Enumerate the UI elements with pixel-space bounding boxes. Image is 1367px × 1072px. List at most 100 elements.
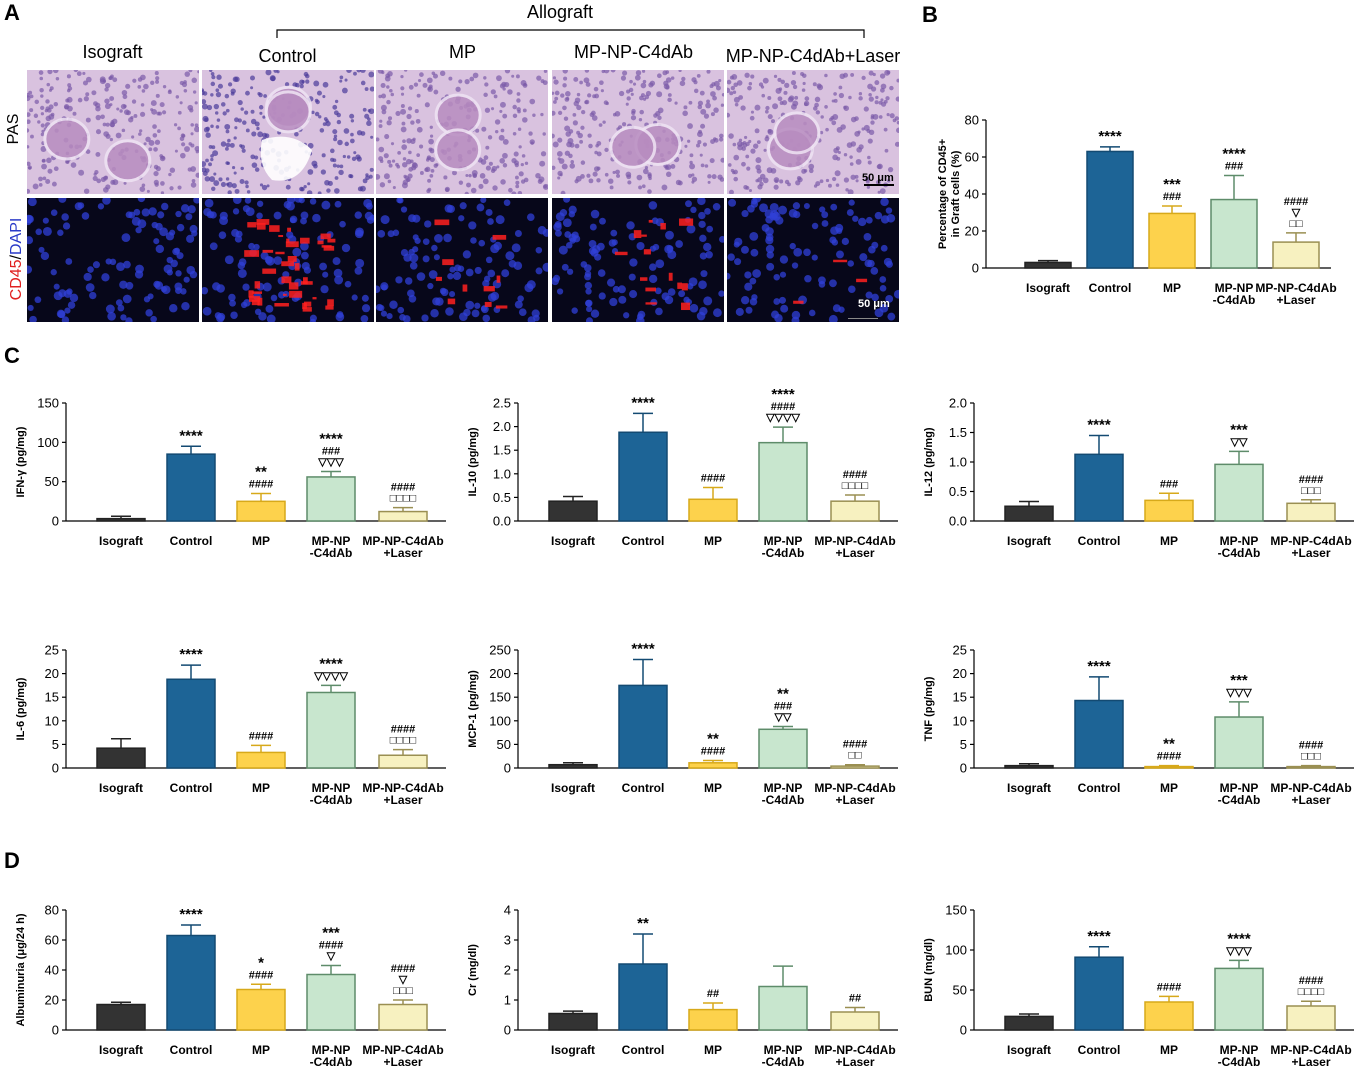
bar-mp-np-c4dab bbox=[1214, 463, 1264, 522]
y-tick-label: 100 bbox=[489, 713, 511, 728]
x-tick-label: MP-NP bbox=[764, 534, 803, 548]
x-tick-label: MP-NP bbox=[764, 781, 803, 795]
x-tick-label: +Laser bbox=[1276, 293, 1315, 307]
bar-isograft bbox=[1004, 764, 1054, 769]
significance-label: #### bbox=[843, 469, 867, 481]
pas-image-isograft bbox=[27, 70, 199, 194]
significance-label: **** bbox=[1098, 128, 1122, 145]
x-tick-label: MP bbox=[704, 781, 722, 795]
bar-mp-np-c4dab-laser bbox=[830, 1011, 880, 1031]
bar-control bbox=[618, 431, 668, 522]
bar-isograft bbox=[96, 1003, 146, 1031]
y-tick-label: 0 bbox=[52, 761, 59, 776]
significance-label: ** bbox=[637, 915, 649, 932]
x-tick-label: Control bbox=[1078, 781, 1121, 795]
significance-label: #### bbox=[843, 739, 867, 751]
y-tick-label: 20 bbox=[45, 993, 59, 1008]
y-tick-label: 80 bbox=[45, 903, 59, 918]
x-tick-label: +Laser bbox=[383, 793, 422, 807]
scale-bar-cd45: 50 μm bbox=[848, 298, 890, 319]
x-tick-label: Isograft bbox=[99, 1043, 143, 1057]
x-tick-label: Isograft bbox=[1007, 534, 1051, 548]
bar-isograft bbox=[1004, 505, 1054, 522]
x-tick-label: MP-NP-C4dAb bbox=[814, 534, 895, 548]
y-tick-label: 1.0 bbox=[949, 455, 967, 470]
significance-label: ▽▽▽ bbox=[317, 456, 344, 468]
bar-control bbox=[1074, 699, 1124, 769]
chart-il10: 0.0 0.5 1.0 1.5 2.0 2.5 IL-10 (pg/mg) Isograft *… bbox=[467, 386, 898, 560]
x-tick-label: MP-NP bbox=[312, 534, 351, 548]
x-tick-label: MP-NP-C4dAb bbox=[362, 781, 443, 795]
significance-label: **** bbox=[1222, 146, 1246, 163]
cd45-image-isograft bbox=[27, 198, 199, 322]
x-tick-label: MP bbox=[1163, 281, 1181, 295]
x-tick-label: -C4dAb bbox=[762, 546, 805, 560]
col-title-isograft: Isograft bbox=[82, 42, 143, 62]
significance-label: #### bbox=[1299, 975, 1323, 987]
significance-label: #### bbox=[249, 969, 273, 981]
significance-label: #### bbox=[319, 940, 343, 952]
x-tick-label: +Laser bbox=[1291, 793, 1330, 807]
y-tick-label: 0.0 bbox=[493, 514, 511, 529]
bar-mp-np-c4dab-laser bbox=[1286, 502, 1336, 522]
x-tick-label: -C4dAb bbox=[310, 546, 353, 560]
significance-label: ▽▽ bbox=[774, 711, 792, 723]
x-tick-label: -C4dAb bbox=[1213, 293, 1256, 307]
x-tick-label: +Laser bbox=[383, 546, 422, 560]
scale-bar-cd45-label: 50 μm bbox=[858, 298, 890, 310]
bar-control bbox=[1086, 150, 1134, 269]
significance-label: #### bbox=[249, 478, 273, 490]
x-tick-label: MP bbox=[1160, 1043, 1178, 1057]
significance-label: ### bbox=[1163, 191, 1181, 203]
significance-label: ▽▽▽▽ bbox=[313, 670, 348, 682]
y-tick-label: 20 bbox=[953, 666, 967, 681]
significance-label: #### bbox=[771, 401, 795, 413]
chart-ifn: 0 50 100 150 IFN-γ (pg/mg) Isograft **** Contro… bbox=[15, 396, 446, 560]
significance-label: **** bbox=[319, 430, 343, 447]
x-tick-label: MP bbox=[1160, 534, 1178, 548]
y-axis-label: TNF (pg/mg) bbox=[923, 676, 935, 741]
x-tick-label: +Laser bbox=[835, 1055, 874, 1069]
chart-bun: 0 50 100 150 BUN (mg/dl) Isograft **** Control #… bbox=[923, 903, 1354, 1069]
bar-mp-np-c4dab bbox=[306, 973, 356, 1031]
bar-mp-np-c4dab-laser bbox=[378, 754, 428, 769]
x-tick-label: MP-NP bbox=[1215, 281, 1254, 295]
y-tick-label: 0.0 bbox=[949, 514, 967, 529]
significance-label: □□□ bbox=[393, 985, 413, 997]
x-tick-label: Control bbox=[1078, 1043, 1121, 1057]
significance-label: *** bbox=[1230, 672, 1248, 689]
y-axis-label: Percentage of CD45+ bbox=[937, 139, 949, 249]
y-axis-label: BUN (mg/dl) bbox=[923, 938, 935, 1002]
bar-mp bbox=[236, 751, 286, 769]
bar-isograft bbox=[1024, 261, 1072, 269]
bar-mp-np-c4dab bbox=[306, 691, 356, 769]
y-tick-label: 10 bbox=[45, 713, 59, 728]
x-tick-label: Control bbox=[1089, 281, 1132, 295]
bar-mp-np-c4dab-laser bbox=[830, 765, 880, 769]
x-tick-label: MP-NP bbox=[1220, 781, 1259, 795]
bar-mp-np-c4dab bbox=[306, 476, 356, 522]
bar-control bbox=[1074, 453, 1124, 522]
bar-control bbox=[166, 678, 216, 769]
y-tick-label: 2.0 bbox=[493, 419, 511, 434]
significance-label: ** bbox=[707, 730, 719, 747]
y-tick-label: 15 bbox=[953, 690, 967, 705]
y-tick-label: 250 bbox=[489, 643, 511, 658]
significance-label: ** bbox=[1163, 736, 1175, 753]
y-tick-label: 40 bbox=[965, 187, 979, 202]
significance-label: ### bbox=[1225, 161, 1243, 173]
significance-label: □□□□ bbox=[390, 735, 417, 747]
y-tick-label: 5 bbox=[960, 737, 967, 752]
panel-letter-a: A bbox=[4, 0, 20, 25]
x-tick-label: MP bbox=[1160, 781, 1178, 795]
y-tick-label: 60 bbox=[965, 150, 979, 165]
bar-mp bbox=[1144, 765, 1194, 769]
cd45-image-mp-np-c4dab bbox=[552, 198, 724, 322]
x-tick-label: Isograft bbox=[551, 534, 595, 548]
significance-label: **** bbox=[631, 640, 655, 657]
scale-bar-pas-line bbox=[864, 184, 894, 186]
x-tick-label: Isograft bbox=[1007, 781, 1051, 795]
x-tick-label: -C4dAb bbox=[1218, 1055, 1261, 1069]
x-tick-label: Isograft bbox=[1007, 1043, 1051, 1057]
